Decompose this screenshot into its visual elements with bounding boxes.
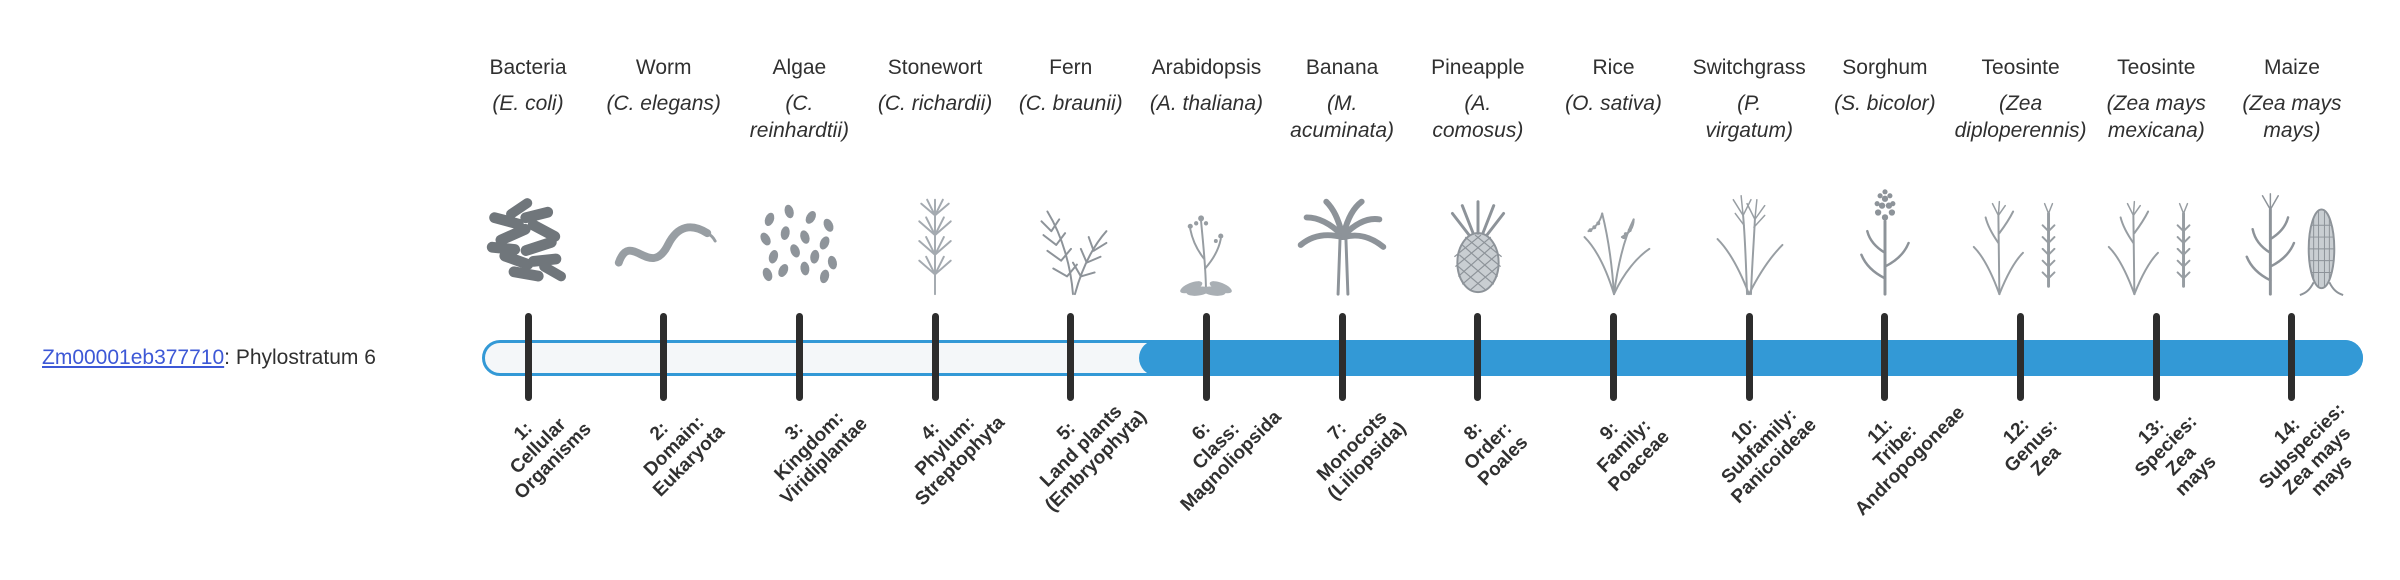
switchgrass-icon	[1690, 182, 1808, 300]
species-column: Banana (M. acuminata)	[1257, 55, 1427, 300]
species-common-name: Rice	[1592, 56, 1635, 79]
rice-icon	[1555, 182, 1673, 300]
phylostratum-tick	[1202, 313, 1210, 401]
phylostratum-tick-label: 11: Tribe: Andropogoneae	[1851, 402, 1969, 521]
phylostratum-tick-label: 3: Kingdom: Viridiplantae	[770, 407, 873, 509]
teosinte-icon	[1962, 182, 2080, 300]
phylostratum-tick-label: 2: Domain: Eukaryota	[639, 411, 729, 502]
species-scientific-name: (A. thaliana)	[1149, 92, 1264, 115]
phylostratum-tick	[1067, 313, 1075, 401]
species-scientific-name: (Zea mays mays)	[2242, 92, 2342, 142]
species-common-name: Switchgrass	[1692, 56, 1806, 79]
species-scientific-name: (M. acuminata)	[1290, 92, 1395, 142]
species-column: Bacteria (E. coli)	[443, 55, 613, 300]
phylostratum-tick-label: 1: Cellular Organisms	[506, 414, 596, 504]
phylostratum-tick	[2152, 313, 2160, 401]
gene-phylostratum-text: : Phylostratum 6	[224, 346, 376, 369]
fern-icon	[1012, 182, 1130, 300]
species-column: Teosinte (Zea diploperennis)	[1936, 55, 2106, 300]
species-column: Switchgrass (P. virgatum)	[1664, 55, 1834, 300]
species-column: Pineapple (A. comosus)	[1393, 55, 1563, 300]
sorghum-icon	[1826, 182, 1944, 300]
species-column: Fern (C. braunii)	[986, 55, 1156, 300]
phylostratum-tick	[524, 313, 532, 401]
species-common-name: Algae	[772, 56, 827, 79]
species-scientific-name: (S. bicolor)	[1834, 92, 1936, 115]
species-scientific-name: (C. elegans)	[606, 92, 721, 115]
teosinte-icon	[2097, 182, 2215, 300]
phylostratum-tick-label: 10: Subfamily: Panicoideae	[1717, 404, 1821, 508]
phylostratum-tick-label: 6: Class: Magnoliopsida	[1177, 406, 1287, 516]
species-column: Rice (O. sativa)	[1529, 55, 1699, 300]
species-column: Arabidopsis (A. thaliana)	[1121, 55, 1291, 300]
species-scientific-name: (C. reinhardtii)	[749, 92, 849, 142]
species-common-name: Teosinte	[1981, 56, 2060, 79]
species-common-name: Maize	[2263, 56, 2320, 79]
worm-icon	[605, 182, 723, 300]
phylostratum-tick-label: 13: Species: Zea mays	[2131, 411, 2221, 501]
algae-icon	[740, 182, 858, 300]
phylostratum-tick	[795, 313, 803, 401]
species-scientific-name: (A. comosus)	[1432, 92, 1524, 142]
phylostratum-tick-label: 4: Phylum: Streptophyta	[911, 412, 1010, 510]
phylostratum-tick	[1474, 313, 1482, 401]
phylostratum-tick-label: 8: Order: Poales	[1459, 418, 1533, 491]
species-scientific-name: (Zea diploperennis)	[1954, 92, 2087, 142]
phylostratum-tick	[2288, 313, 2296, 401]
phylostratum-tick	[1338, 313, 1346, 401]
phylostratum-tick-label: 14: Subspecies: Zea mays mays	[2255, 399, 2357, 501]
gene-id-link[interactable]: Zm00001eb377710	[42, 346, 225, 369]
species-common-name: Sorghum	[1842, 56, 1928, 79]
banana-icon	[1283, 182, 1401, 300]
species-common-name: Banana	[1305, 56, 1379, 79]
phylostratum-tick	[1610, 313, 1618, 401]
phylostratum-tick-label: 9: Family: Poaceae	[1592, 415, 1674, 496]
maize-icon	[2233, 182, 2351, 300]
phylostratum-tick-label: 5: Land plants (Embryophyta)	[1035, 401, 1151, 516]
species-common-name: Stonewort	[887, 56, 983, 79]
arabidopsis-icon	[1147, 182, 1265, 300]
phylostratum-tick	[1745, 313, 1753, 401]
species-scientific-name: (C. richardii)	[877, 92, 993, 115]
species-column: Maize (Zea mays mays)	[2207, 55, 2377, 300]
species-scientific-name: (C. braunii)	[1018, 92, 1123, 115]
stonewort-icon	[876, 182, 994, 300]
species-scientific-name: (P. virgatum)	[1705, 92, 1793, 142]
phylostratum-tick-label: 7: Monocots (Liliopsida)	[1313, 407, 1411, 505]
species-scientific-name: (E. coli)	[492, 92, 564, 115]
species-scientific-name: (O. sativa)	[1565, 92, 1662, 115]
species-common-name: Pineapple	[1431, 56, 1525, 79]
phylostratum-tick	[660, 313, 668, 401]
species-column: Worm (C. elegans)	[579, 55, 749, 300]
phylostratum-tick	[931, 313, 939, 401]
species-column: Teosinte (Zea mays mexicana)	[2071, 55, 2241, 300]
phylostratum-tick	[2017, 313, 2025, 401]
species-common-name: Bacteria	[489, 56, 567, 79]
bacteria-icon	[469, 182, 587, 300]
species-scientific-name: (Zea mays mexicana)	[2106, 92, 2206, 142]
phylostratum-tick	[1881, 313, 1889, 401]
species-column: Stonewort (C. richardii)	[850, 55, 1020, 300]
pineapple-icon	[1419, 182, 1537, 300]
species-common-name: Fern	[1049, 56, 1093, 79]
species-column: Algae (C. reinhardtii)	[714, 55, 884, 300]
species-column: Sorghum (S. bicolor)	[1800, 55, 1970, 300]
species-common-name: Arabidopsis	[1151, 56, 1262, 79]
species-common-name: Teosinte	[2117, 56, 2196, 79]
gene-label: Zm00001eb377710: Phylostratum 6	[42, 345, 376, 371]
species-common-name: Worm	[635, 56, 692, 79]
phylostratum-tick-label: 12: Genus: Zea	[1998, 414, 2065, 481]
